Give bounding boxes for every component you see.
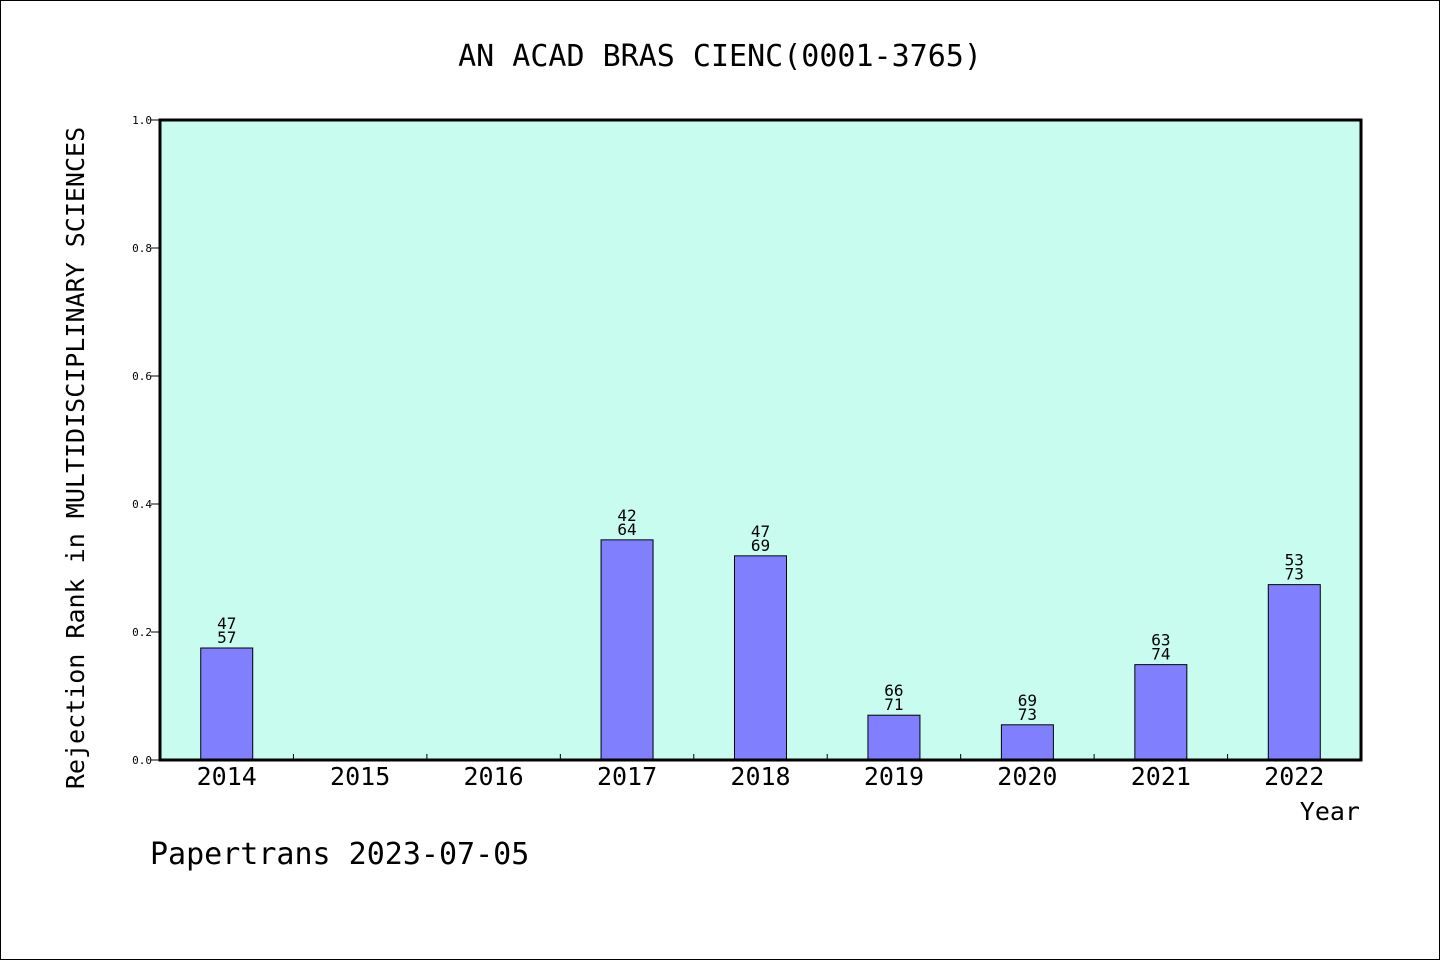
footer-credit: Papertrans 2023-07-05 [150,837,529,872]
bar-2021 [1134,664,1188,761]
x-tick-label: 2014 [197,762,257,791]
x-tick-label: 2022 [1264,762,1324,791]
bar-label-rank: 53 [1285,551,1304,570]
y-axis-label: Rejection Rank in MULTIDISCIPLINARY SCIE… [61,127,90,789]
x-axis-ticks: 2014 2015 2016 2017 2018 2019 2020 2021 2022 [197,754,1324,791]
y-tick-label: 0.2 [132,626,152,639]
x-tick-label: 2020 [997,762,1057,791]
bar-label-rank: 47 [217,614,236,633]
x-axis-label: Year [1300,797,1360,826]
x-tick-label: 2019 [864,762,924,791]
bar-label-rank: 47 [751,522,770,541]
bar-2022 [1267,584,1321,761]
bar-label-rank: 69 [1018,691,1037,710]
bars [200,539,1321,761]
chart-title: AN ACAD BRAS CIENC(0001-3765) [458,39,982,74]
bar-2014 [200,647,254,761]
bar-label-total: 73 [1018,705,1037,724]
x-tick-label: 2017 [597,762,657,791]
y-tick-label: 0.8 [132,242,152,255]
y-axis-ticks: 0.0 0.2 0.4 0.6 0.8 1.0 [132,114,160,767]
y-tick-label: 1.0 [132,114,152,127]
bar-label-rank: 66 [884,681,903,700]
y-tick-label: 0.4 [132,498,152,511]
bar-label-total: 64 [617,520,636,539]
x-tick-label: 2016 [464,762,524,791]
y-tick-label: 0.6 [132,370,152,383]
bar-label-total: 71 [884,695,903,714]
plot-border [158,118,1363,762]
bar-2017 [600,539,654,761]
x-tick-label: 2018 [730,762,790,791]
bar-2018 [734,555,787,761]
bar-label-rank: 42 [617,506,636,525]
bar-label-total: 69 [751,536,770,555]
bar-2020 [1000,724,1054,761]
bar-2019 [867,714,921,761]
x-tick-label: 2015 [330,762,390,791]
bar-label-total: 74 [1151,645,1170,664]
bar-label-rank: 63 [1151,631,1170,650]
y-tick-label: 0.0 [132,754,152,767]
bar-label-total: 57 [217,628,236,647]
x-tick-label: 2021 [1131,762,1191,791]
bar-label-total: 73 [1285,565,1304,584]
